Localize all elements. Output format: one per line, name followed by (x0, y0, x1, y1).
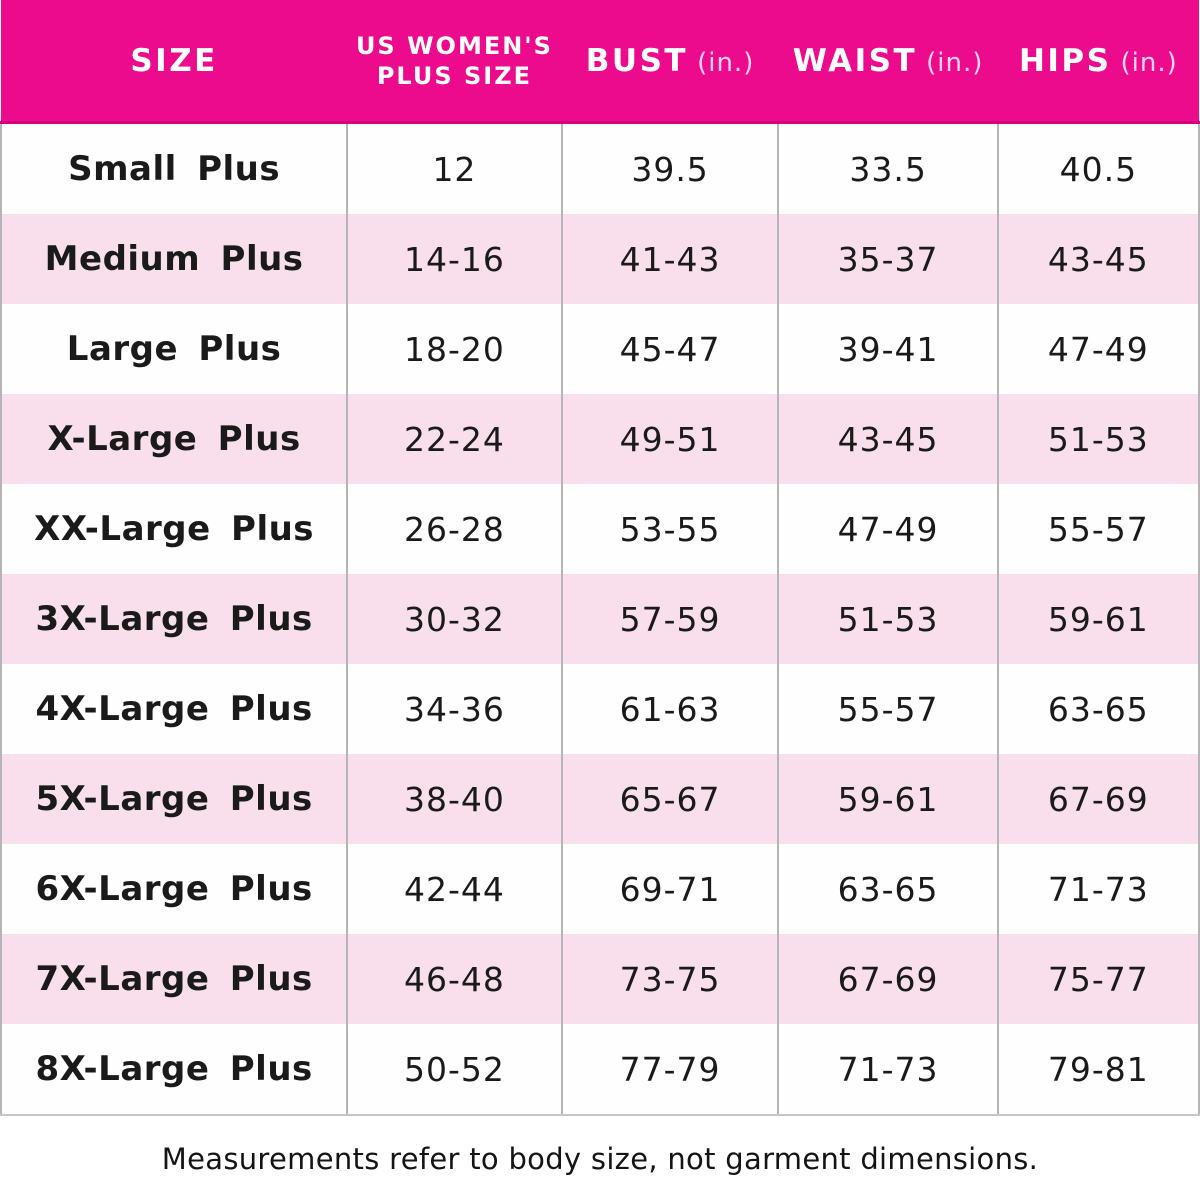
size-cell: X-Large Plus (0, 394, 348, 484)
table-row: 7X-Large Plus 46-48 73-75 67-69 75-77 (0, 934, 1200, 1024)
waist-cell: 43-45 (777, 394, 998, 484)
us-plus-header-line1: US WOMEN'S (355, 31, 553, 60)
size-cell: 4X-Large Plus (0, 664, 348, 754)
size-cell: Large Plus (0, 304, 348, 394)
table-header: SIZE US WOMEN'S PLUS SIZE BUST (in.) WAIS… (1, 0, 1199, 124)
waist-cell: 33.5 (777, 122, 998, 214)
waist-cell: 59-61 (777, 754, 998, 844)
waist-cell: 67-69 (777, 934, 998, 1024)
table-row: 6X-Large Plus 42-44 69-71 63-65 71-73 (0, 844, 1200, 934)
hips-cell: 47-49 (996, 304, 1200, 394)
footnote: Measurements refer to body size, not gar… (161, 1142, 1039, 1176)
size-cell: 6X-Large Plus (0, 844, 348, 934)
waist-cell: 71-73 (777, 1024, 998, 1116)
us-plus-size-cell: 12 (346, 122, 562, 214)
table-row: 3X-Large Plus 30-32 57-59 51-53 59-61 (0, 574, 1200, 664)
table-row: 8X-Large Plus 50-52 77-79 71-73 79-81 (0, 1024, 1200, 1116)
us-plus-size-cell: 30-32 (346, 574, 562, 664)
us-plus-size-cell: 14-16 (346, 214, 562, 304)
column-header-size: SIZE (1, 0, 348, 124)
us-plus-size-cell: 38-40 (346, 754, 562, 844)
column-header-us-womens-plus-size: US WOMEN'S PLUS SIZE (347, 0, 562, 124)
us-plus-size-cell: 34-36 (346, 664, 562, 754)
waist-cell: 63-65 (777, 844, 998, 934)
us-plus-size-cell: 46-48 (346, 934, 562, 1024)
bust-cell: 73-75 (560, 934, 779, 1024)
us-plus-size-cell: 18-20 (346, 304, 562, 394)
table-row: Medium Plus 14-16 41-43 35-37 43-45 (0, 214, 1200, 304)
hips-header-label: HIPS (1018, 42, 1112, 79)
hips-cell: 79-81 (996, 1024, 1200, 1116)
column-header-bust: BUST (in.) (561, 0, 779, 124)
bust-header-unit: (in.) (697, 47, 755, 78)
size-cell: Medium Plus (0, 214, 348, 304)
us-plus-size-cell: 50-52 (346, 1024, 562, 1116)
bust-cell: 49-51 (560, 394, 779, 484)
column-header-hips: HIPS (in.) (997, 0, 1199, 124)
size-cell: Small Plus (0, 122, 348, 214)
bust-cell: 39.5 (560, 122, 779, 214)
size-cell: 5X-Large Plus (0, 754, 348, 844)
table-row: Large Plus 18-20 45-47 39-41 47-49 (0, 304, 1200, 394)
waist-cell: 47-49 (777, 484, 998, 574)
bust-cell: 53-55 (560, 484, 779, 574)
bust-cell: 69-71 (560, 844, 779, 934)
hips-cell: 51-53 (996, 394, 1200, 484)
hips-cell: 55-57 (996, 484, 1200, 574)
bust-cell: 65-67 (560, 754, 779, 844)
column-header-waist: WAIST (in.) (778, 0, 998, 124)
bust-cell: 77-79 (560, 1024, 779, 1116)
table-body: Small Plus 12 39.5 33.5 40.5 Medium Plus 14-16… (0, 122, 1200, 1116)
hips-cell: 40.5 (996, 122, 1200, 214)
waist-cell: 55-57 (777, 664, 998, 754)
size-header-label: SIZE (130, 42, 218, 79)
waist-header-label: WAIST (792, 42, 918, 79)
table-row: Small Plus 12 39.5 33.5 40.5 (0, 122, 1200, 214)
bust-header-label: BUST (585, 42, 689, 79)
size-cell: 3X-Large Plus (0, 574, 348, 664)
hips-header-unit: (in.) (1120, 47, 1178, 78)
header-row: SIZE US WOMEN'S PLUS SIZE BUST (in.) WAIS… (1, 0, 1199, 124)
us-plus-size-cell: 26-28 (346, 484, 562, 574)
waist-cell: 35-37 (777, 214, 998, 304)
hips-cell: 59-61 (996, 574, 1200, 664)
size-cell: XX-Large Plus (0, 484, 348, 574)
table-row: 5X-Large Plus 38-40 65-67 59-61 67-69 (0, 754, 1200, 844)
size-chart-table: SIZE US WOMEN'S PLUS SIZE BUST (in.) WAIS… (0, 0, 1200, 1116)
waist-header-unit: (in.) (926, 47, 984, 78)
size-cell: 8X-Large Plus (0, 1024, 348, 1116)
waist-cell: 51-53 (777, 574, 998, 664)
table-row: X-Large Plus 22-24 49-51 43-45 51-53 (0, 394, 1200, 484)
size-cell: 7X-Large Plus (0, 934, 348, 1024)
bust-cell: 61-63 (560, 664, 779, 754)
hips-cell: 75-77 (996, 934, 1200, 1024)
hips-cell: 63-65 (996, 664, 1200, 754)
bust-cell: 57-59 (560, 574, 779, 664)
us-plus-header-line2: PLUS SIZE (376, 61, 533, 90)
waist-cell: 39-41 (777, 304, 998, 394)
table-row: 4X-Large Plus 34-36 61-63 55-57 63-65 (0, 664, 1200, 754)
us-plus-size-cell: 42-44 (346, 844, 562, 934)
hips-cell: 71-73 (996, 844, 1200, 934)
table-row: XX-Large Plus 26-28 53-55 47-49 55-57 (0, 484, 1200, 574)
hips-cell: 67-69 (996, 754, 1200, 844)
us-plus-size-cell: 22-24 (346, 394, 562, 484)
bust-cell: 41-43 (560, 214, 779, 304)
bust-cell: 45-47 (560, 304, 779, 394)
hips-cell: 43-45 (996, 214, 1200, 304)
